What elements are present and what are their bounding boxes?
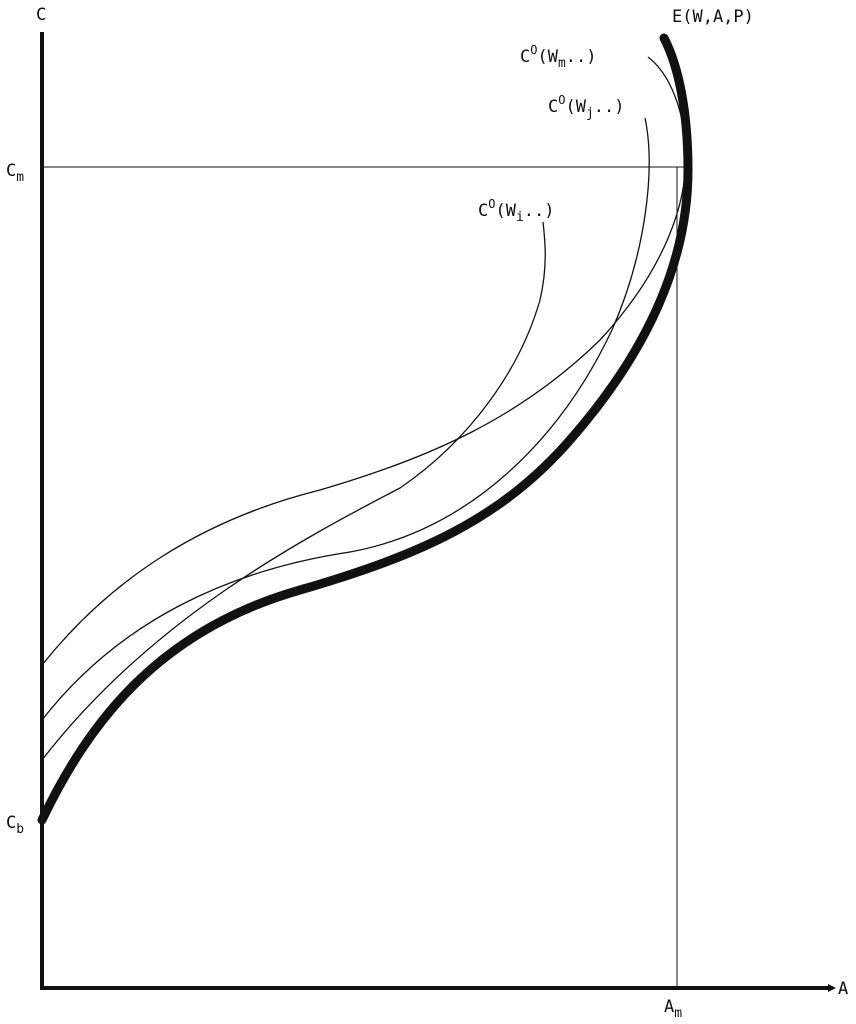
cb-tick-label: Cb	[6, 813, 24, 837]
c-wi-curve	[41, 221, 546, 761]
c-wi-label: CO(Wi..)	[478, 197, 555, 225]
envelope-curve	[37, 33, 693, 825]
c-wj-label: CO(Wj..)	[548, 93, 625, 121]
x-axis-arrowhead	[828, 984, 836, 992]
am-tick-label: Am	[664, 997, 682, 1021]
x-axis-label: A	[838, 979, 848, 999]
c-wj-curve	[41, 117, 650, 721]
envelope-label: E(W,A,P)	[672, 7, 754, 27]
c-wm-label: CO(Wm..)	[520, 43, 597, 71]
y-axis-label: C	[36, 5, 46, 25]
cm-tick-label: Cm	[6, 161, 24, 185]
